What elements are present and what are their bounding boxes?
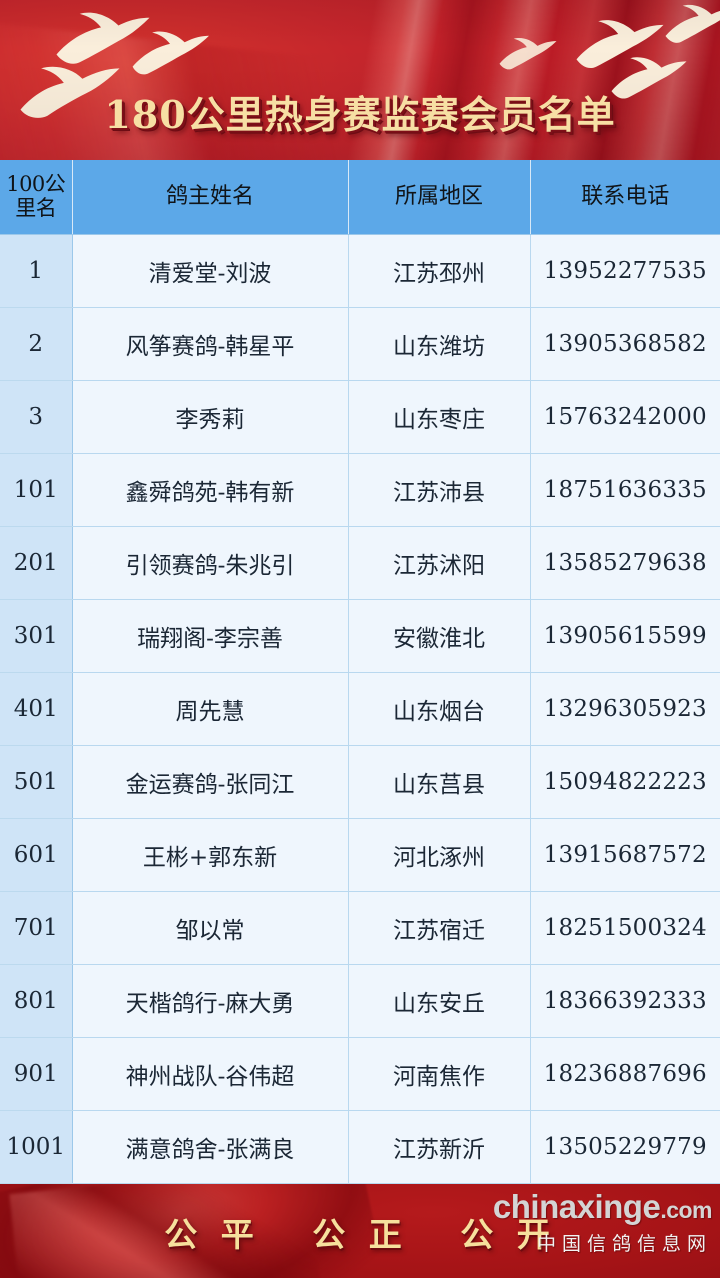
table-row: 2 风筝赛鸽-韩星平 山东潍坊 13905368582 — [0, 307, 720, 381]
watermark-site-name: 中国信鸽信息网 — [536, 1233, 712, 1255]
cell-rank: 701 — [0, 891, 73, 965]
member-roster-table: 100公里名 鸽主姓名 所属地区 联系电话 1 清爱堂-刘波 江苏邳州 1395227… — [0, 160, 720, 1184]
cell-owner-name: 金运赛鸽-张同江 — [72, 745, 349, 819]
table-row: 1001 满意鸽舍-张满良 江苏新沂 13505229779 — [0, 1110, 720, 1184]
cell-region: 山东莒县 — [348, 745, 531, 819]
table-header-row: 100公里名 鸽主姓名 所属地区 联系电话 — [0, 160, 720, 235]
cell-region: 江苏沭阳 — [348, 526, 531, 600]
cell-phone: 13915687572 — [530, 818, 720, 892]
cell-owner-name: 引领赛鸽-朱兆引 — [72, 526, 349, 600]
cell-rank: 401 — [0, 672, 73, 746]
dove-icon — [20, 66, 120, 118]
cell-owner-name: 清爱堂-刘波 — [72, 234, 349, 308]
watermark-domain: chinaxinge.com — [492, 1188, 713, 1225]
cell-region: 江苏新沂 — [348, 1110, 531, 1184]
column-header-rank: 100公里名 — [0, 160, 73, 235]
cell-phone: 13585279638 — [530, 526, 720, 600]
cell-phone: 18366392333 — [530, 964, 720, 1038]
table-row: 701 邹以常 江苏宿迁 18251500324 — [0, 891, 720, 965]
cell-phone: 15094822223 — [530, 745, 720, 819]
cell-region: 山东安丘 — [348, 964, 531, 1038]
table-row: 801 天楷鸽行-麻大勇 山东安丘 18366392333 — [0, 964, 720, 1038]
table-row: 401 周先慧 山东烟台 13296305923 — [0, 672, 720, 746]
table-row: 1 清爱堂-刘波 江苏邳州 13952277535 — [0, 234, 720, 308]
cell-region: 安徽淮北 — [348, 599, 531, 673]
footer-banner: 公 平 公 正 公 开 chinaxinge.com 中国信鸽信息网 — [0, 1184, 720, 1278]
cell-rank: 501 — [0, 745, 73, 819]
dove-icon — [499, 38, 557, 70]
cell-phone: 18236887696 — [530, 1037, 720, 1111]
cell-owner-name: 满意鸽舍-张满良 — [72, 1110, 349, 1184]
cell-phone: 13905615599 — [530, 599, 720, 673]
cell-region: 江苏宿迁 — [348, 891, 531, 965]
cell-phone: 13505229779 — [530, 1110, 720, 1184]
cell-owner-name: 瑞翔阁-李宗善 — [72, 599, 349, 673]
cell-region: 山东枣庄 — [348, 380, 531, 454]
cell-rank: 2 — [0, 307, 73, 381]
dove-icon — [611, 57, 687, 99]
cell-rank: 201 — [0, 526, 73, 600]
cell-rank: 901 — [0, 1037, 73, 1111]
cell-owner-name: 李秀莉 — [72, 380, 349, 454]
site-watermark: chinaxinge.com 中国信鸽信息网 — [492, 1188, 713, 1256]
cell-region: 河南焦作 — [348, 1037, 531, 1111]
column-header-region: 所属地区 — [348, 160, 531, 235]
cell-owner-name: 周先慧 — [72, 672, 349, 746]
cell-rank: 801 — [0, 964, 73, 1038]
dove-icon — [56, 12, 150, 64]
watermark-domain-tld: .com — [660, 1197, 712, 1223]
cell-rank: 1 — [0, 234, 73, 308]
cell-phone: 18251500324 — [530, 891, 720, 965]
cell-region: 河北涿州 — [348, 818, 531, 892]
cell-owner-name: 鑫舜鸽苑-韩有新 — [72, 453, 349, 527]
cell-owner-name: 邹以常 — [72, 891, 349, 965]
dove-icon — [576, 20, 664, 68]
table-row: 201 引领赛鸽-朱兆引 江苏沭阳 13585279638 — [0, 526, 720, 600]
watermark-domain-name: chinaxinge — [492, 1188, 661, 1225]
table-row: 101 鑫舜鸽苑-韩有新 江苏沛县 18751636335 — [0, 453, 720, 527]
cell-owner-name: 王彬+郭东新 — [72, 818, 349, 892]
cell-phone: 13905368582 — [530, 307, 720, 381]
column-header-owner-name: 鸽主姓名 — [72, 160, 349, 235]
cell-rank: 3 — [0, 380, 73, 454]
dove-icon — [665, 4, 720, 43]
cell-rank: 101 — [0, 453, 73, 527]
table-row: 301 瑞翔阁-李宗善 安徽淮北 13905615599 — [0, 599, 720, 673]
cell-rank: 301 — [0, 599, 73, 673]
footer-slogan: 公 平 公 正 公 开 — [164, 1215, 556, 1254]
cell-owner-name: 神州战队-谷伟超 — [72, 1037, 349, 1111]
cell-phone: 13296305923 — [530, 672, 720, 746]
cell-rank: 1001 — [0, 1110, 73, 1184]
table-row: 601 王彬+郭东新 河北涿州 13915687572 — [0, 818, 720, 892]
table-row: 3 李秀莉 山东枣庄 15763242000 — [0, 380, 720, 454]
header-banner: 180公里热身赛监赛会员名单 — [0, 0, 720, 160]
cell-region: 山东潍坊 — [348, 307, 531, 381]
page-title: 180公里热身赛监赛会员名单 — [104, 92, 616, 137]
cell-region: 江苏邳州 — [348, 234, 531, 308]
cell-owner-name: 风筝赛鸽-韩星平 — [72, 307, 349, 381]
column-header-phone: 联系电话 — [530, 160, 720, 235]
cell-phone: 13952277535 — [530, 234, 720, 308]
table-body: 1 清爱堂-刘波 江苏邳州 13952277535 2 风筝赛鸽-韩星平 山东潍坊 1390… — [0, 234, 720, 1184]
cell-phone: 18751636335 — [530, 453, 720, 527]
dove-icon — [132, 31, 209, 75]
table-row: 501 金运赛鸽-张同江 山东莒县 15094822223 — [0, 745, 720, 819]
banner-shading — [0, 0, 720, 160]
cell-phone: 15763242000 — [530, 380, 720, 454]
cell-region: 江苏沛县 — [348, 453, 531, 527]
cell-rank: 601 — [0, 818, 73, 892]
cell-region: 山东烟台 — [348, 672, 531, 746]
cell-owner-name: 天楷鸽行-麻大勇 — [72, 964, 349, 1038]
table-row: 901 神州战队-谷伟超 河南焦作 18236887696 — [0, 1037, 720, 1111]
